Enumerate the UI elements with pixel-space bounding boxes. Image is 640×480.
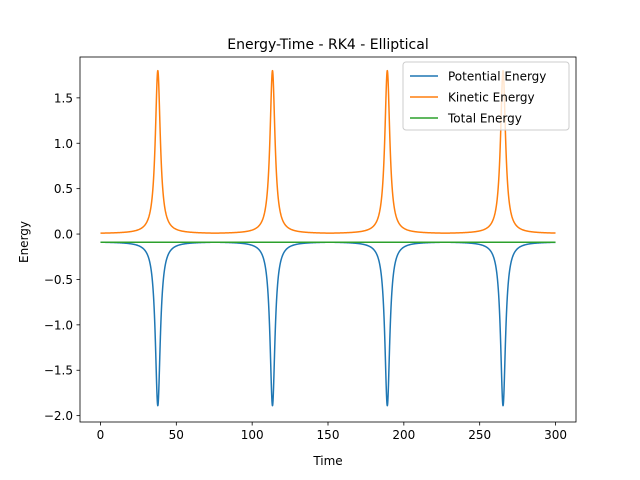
y-tick-label: 0.0 [54, 228, 73, 242]
y-tick-label: −0.5 [44, 273, 73, 287]
legend-label: Potential Energy [448, 70, 546, 84]
chart-title: Energy-Time - RK4 - Elliptical [227, 37, 428, 53]
x-tick-label: 0 [97, 428, 105, 442]
y-tick-label: 1.5 [54, 91, 73, 105]
y-axis-label: Energy [17, 221, 31, 263]
y-tick-label: −2.0 [44, 409, 73, 423]
x-tick-label: 200 [392, 428, 415, 442]
x-tick-label: 100 [241, 428, 264, 442]
y-tick-label: −1.0 [44, 318, 73, 332]
y-axis: −2.0 −1.5 −1.0 −0.5 0.0 0.5 1.0 1.5 [44, 91, 80, 423]
legend-box [402, 61, 570, 131]
series-line-1 [100, 69, 556, 234]
x-tick-label: 50 [169, 428, 184, 442]
x-tick-label: 250 [468, 428, 491, 442]
legend: Potential Energy Kinetic Energy Total Ener… [402, 61, 570, 131]
legend-label: Total Energy [447, 112, 522, 126]
y-tick-label: −1.5 [44, 364, 73, 378]
x-axis: 0 50 100 150 200 250 300 [97, 422, 567, 442]
series-line-0 [100, 241, 556, 407]
legend-label: Kinetic Energy [448, 91, 535, 105]
x-axis-label: Time [312, 454, 342, 468]
x-tick-label: 300 [544, 428, 567, 442]
x-tick-label: 150 [317, 428, 340, 442]
y-tick-label: 0.5 [54, 182, 73, 196]
y-tick-label: 1.0 [54, 137, 73, 151]
